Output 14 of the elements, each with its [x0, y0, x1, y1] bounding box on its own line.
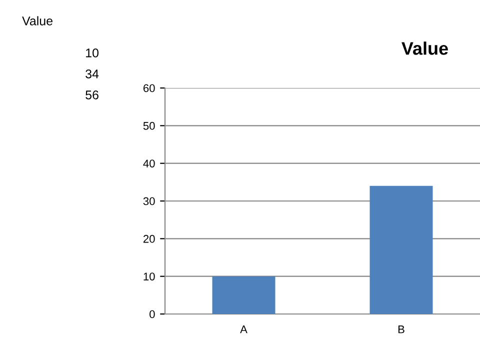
- y-tick-label: 60: [143, 84, 155, 92]
- text: 56: [86, 90, 98, 100]
- y-tick-label: 10: [144, 272, 155, 280]
- y-tick-label: 30: [143, 197, 155, 206]
- text: 10: [86, 48, 99, 58]
- text: Value: [22, 16, 52, 26]
- text: 34: [86, 70, 99, 78]
- y-tick-label: 40: [143, 160, 155, 168]
- chart-title: Value: [402, 42, 448, 55]
- x-tick-label: A: [240, 326, 248, 334]
- y-tick-label: 20: [143, 234, 155, 243]
- y-tick-label: 50: [143, 122, 155, 130]
- y-tick-label: 0: [150, 310, 155, 318]
- x-tick-label: B: [398, 326, 404, 334]
